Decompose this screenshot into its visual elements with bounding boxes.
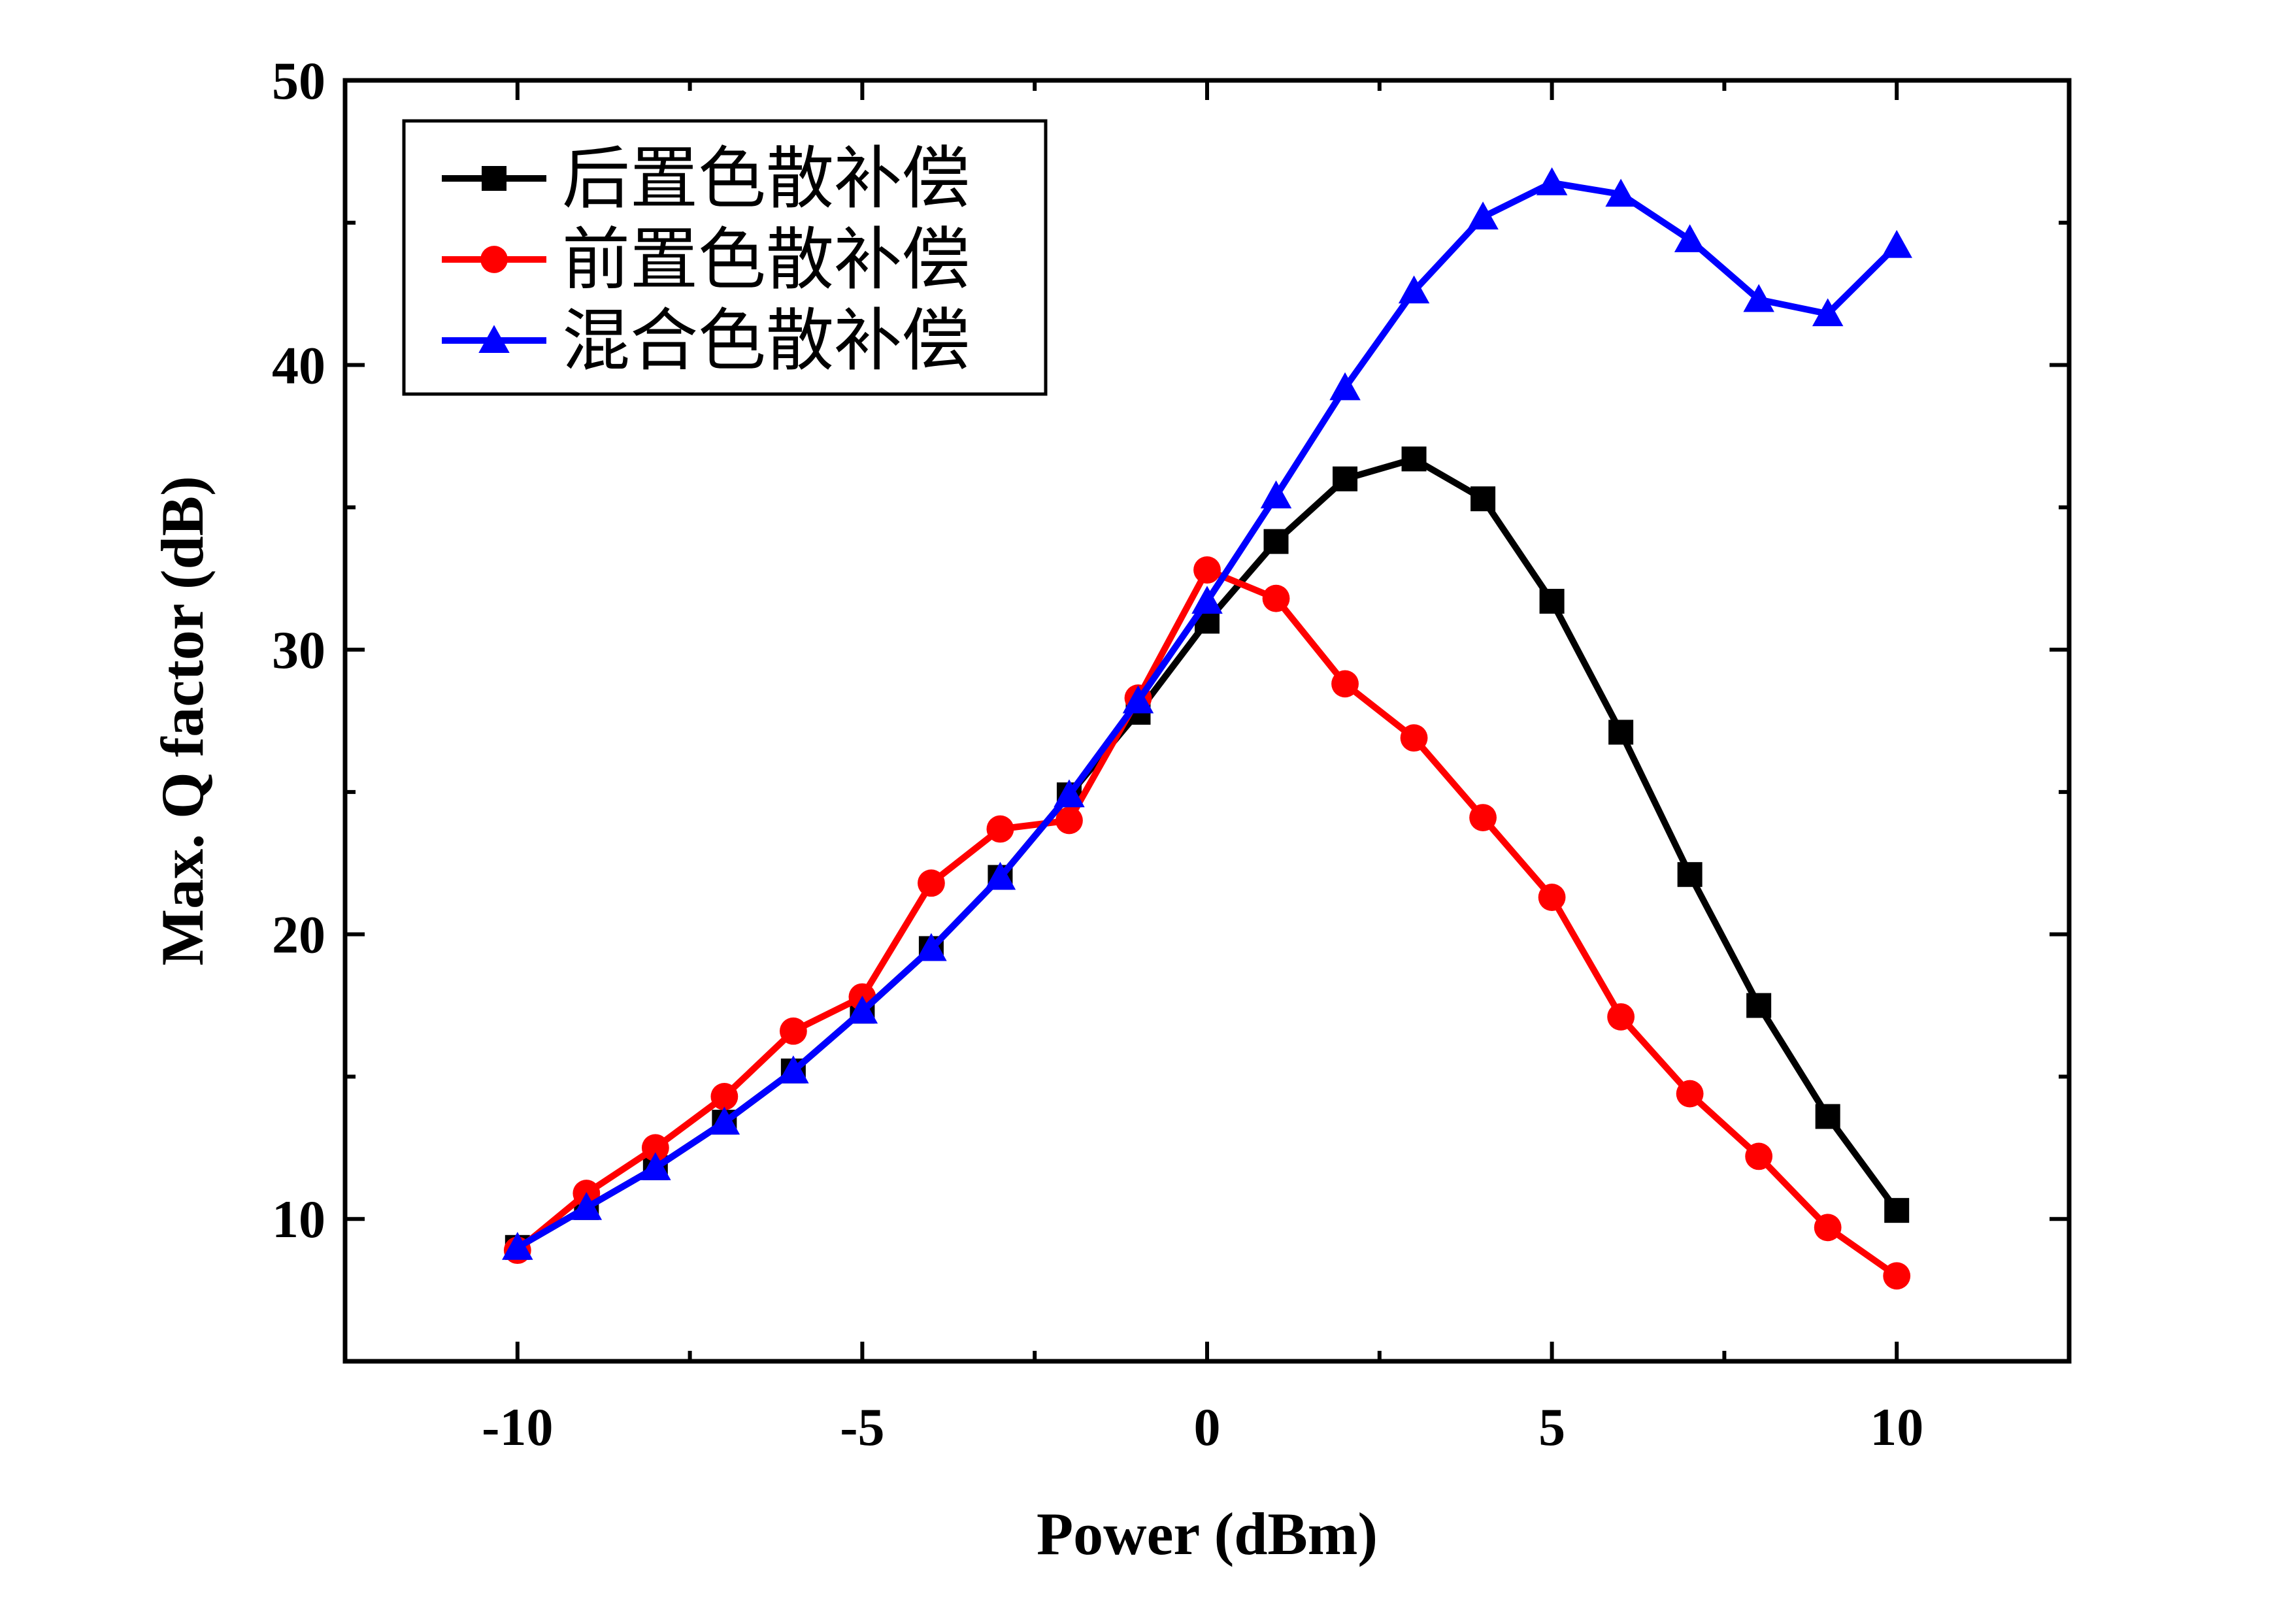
data-point <box>641 1134 669 1162</box>
data-point <box>1401 446 1427 472</box>
data-point <box>1674 224 1706 252</box>
x-tick-label: -10 <box>482 1397 553 1457</box>
data-point <box>708 1106 740 1135</box>
y-tick-label: 50 <box>272 51 325 110</box>
data-point <box>1539 589 1565 614</box>
series-circle <box>503 556 1911 1290</box>
y-axis-title: Max. Q factor (dB) <box>149 476 216 965</box>
data-point <box>1122 685 1154 714</box>
x-tick-label: 0 <box>1194 1397 1221 1457</box>
data-point <box>1605 178 1636 207</box>
data-point <box>916 933 947 961</box>
legend-marker <box>482 166 507 191</box>
data-point <box>1055 806 1083 835</box>
y-tick-label: 40 <box>272 336 325 395</box>
data-point <box>1263 529 1289 554</box>
axes: -10 -5 0 5 10 10 20 30 40 50 <box>272 51 2071 1457</box>
data-point <box>1398 275 1430 304</box>
data-point <box>502 1232 533 1260</box>
data-point <box>1329 372 1361 401</box>
legend-marker <box>478 325 510 353</box>
legend-label: 混合色散补偿 <box>562 301 970 380</box>
data-point <box>1467 201 1499 230</box>
data-point <box>571 1192 603 1220</box>
data-point <box>1262 584 1290 612</box>
y-tick-label: 20 <box>272 905 325 965</box>
data-point <box>1884 1198 1910 1223</box>
data-point <box>640 1152 671 1180</box>
data-point <box>1815 1104 1840 1129</box>
data-point <box>1400 724 1428 752</box>
data-point <box>1676 1080 1704 1108</box>
data-point <box>1333 466 1358 491</box>
data-point <box>1470 486 1496 512</box>
data-point <box>1054 779 1085 808</box>
legend-marker <box>480 246 508 273</box>
data-point <box>1331 670 1359 698</box>
data-point <box>710 1083 739 1110</box>
series-line <box>515 567 1899 1279</box>
data-point <box>779 1017 807 1045</box>
x-tick-label: 10 <box>1870 1397 1923 1457</box>
series-layer <box>502 167 1912 1290</box>
series-triangle <box>502 167 1912 1260</box>
x-tick-label: 5 <box>1538 1397 1565 1457</box>
x-tick-label: -5 <box>840 1397 884 1457</box>
data-point <box>1536 167 1568 195</box>
data-point <box>1607 1003 1635 1031</box>
data-point <box>1814 1214 1842 1242</box>
data-point <box>1469 804 1497 831</box>
data-point <box>1193 556 1221 584</box>
plot-frame <box>342 78 2072 1364</box>
data-point <box>1883 1262 1911 1290</box>
legend-label: 后置色散补偿 <box>562 139 970 218</box>
data-point <box>778 1055 809 1084</box>
data-point <box>986 815 1014 843</box>
x-axis-title: Power (dBm) <box>1037 1500 1378 1567</box>
data-point <box>1812 298 1844 327</box>
data-point <box>918 869 945 897</box>
data-point <box>1677 862 1702 887</box>
data-point <box>1191 586 1223 614</box>
data-point <box>1260 480 1292 508</box>
y-tick-label: 30 <box>272 620 325 680</box>
data-point <box>1538 884 1566 911</box>
data-point <box>1608 720 1634 745</box>
legend-label: 前置色散补偿 <box>562 220 970 299</box>
data-point <box>1746 993 1772 1018</box>
data-point <box>1743 284 1774 312</box>
y-tick-label: 10 <box>272 1189 325 1249</box>
data-point <box>846 995 878 1024</box>
data-point <box>1745 1142 1773 1170</box>
data-point <box>984 861 1016 890</box>
data-point <box>1881 229 1912 258</box>
